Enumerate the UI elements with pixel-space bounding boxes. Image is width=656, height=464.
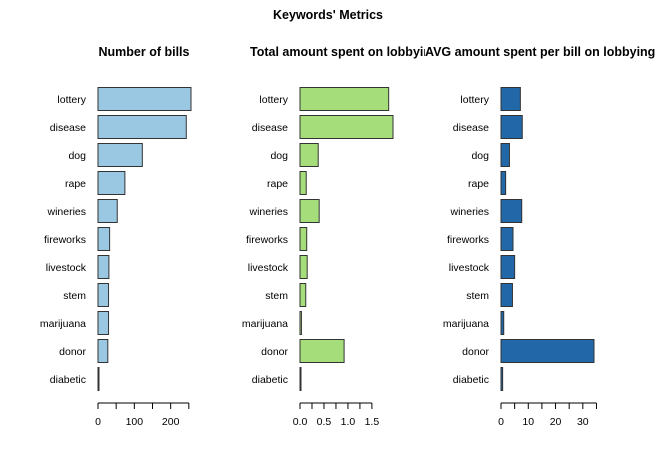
- bar-rape: [97, 171, 126, 195]
- category-label: wineries: [248, 206, 288, 218]
- chart-panel-2: Total amount spent on lobbying lottery dis…: [242, 45, 439, 428]
- category-label: diabetic: [50, 374, 86, 386]
- bar-lottery: [97, 87, 192, 111]
- category-label: marijuana: [242, 318, 288, 330]
- category-label: dog: [471, 150, 489, 162]
- bar-livestock: [97, 255, 110, 279]
- bar-rape: [299, 171, 307, 195]
- category-label: lottery: [460, 94, 489, 106]
- chart-panel-3: AVG amount spent per bill on lobbying lot…: [425, 45, 655, 428]
- bar-fireworks: [97, 227, 111, 251]
- panel-title: Number of bills: [99, 45, 190, 59]
- bar-disease: [299, 115, 394, 139]
- bar-stem: [299, 283, 307, 307]
- x-tick-label: 1.5: [365, 416, 380, 428]
- category-label: rape: [65, 178, 86, 190]
- x-tick-label: 30: [577, 416, 589, 428]
- bar-marijuana: [97, 311, 110, 335]
- x-tick-label: 20: [550, 416, 562, 428]
- category-label: dog: [270, 150, 288, 162]
- x-tick-label: 1.0: [341, 416, 356, 428]
- category-label: stem: [63, 290, 86, 302]
- bar-livestock: [299, 255, 308, 279]
- x-tick-label: 0: [95, 416, 101, 428]
- bar-dog: [299, 143, 319, 167]
- x-tick-label: 0.0: [293, 416, 308, 428]
- category-label: diabetic: [453, 374, 489, 386]
- category-label: fireworks: [44, 234, 86, 246]
- category-label: lottery: [57, 94, 86, 106]
- x-tick-label: 200: [162, 416, 180, 428]
- bar-fireworks: [500, 227, 514, 251]
- panel-title: Total amount spent on lobbying: [250, 45, 439, 59]
- x-tick-label: 0: [498, 416, 504, 428]
- category-label: disease: [252, 122, 288, 134]
- bar-donor: [299, 339, 345, 363]
- bar-fireworks: [299, 227, 308, 251]
- category-label: stem: [466, 290, 489, 302]
- bar-wineries: [97, 199, 118, 223]
- category-label: stem: [265, 290, 288, 302]
- bar-diabetic: [299, 367, 302, 391]
- category-label: dog: [68, 150, 86, 162]
- bar-livestock: [500, 255, 516, 279]
- bar-rape: [500, 171, 507, 195]
- category-label: fireworks: [447, 234, 489, 246]
- category-label: rape: [468, 178, 489, 190]
- bar-wineries: [299, 199, 320, 223]
- bar-marijuana: [299, 311, 302, 335]
- bar-diabetic: [500, 367, 504, 391]
- chart-panels: Number of bills lottery disease dog rape wine…: [40, 45, 655, 428]
- panel-title: AVG amount spent per bill on lobbying: [425, 45, 655, 59]
- bar-lottery: [500, 87, 521, 111]
- chart-panel-1: Number of bills lottery disease dog rape wine…: [40, 45, 192, 428]
- category-label: livestock: [449, 262, 490, 274]
- category-label: marijuana: [40, 318, 86, 330]
- category-label: livestock: [248, 262, 289, 274]
- bar-wineries: [500, 199, 523, 223]
- bar-donor: [500, 339, 595, 363]
- category-label: disease: [50, 122, 86, 134]
- bar-stem: [97, 283, 110, 307]
- category-label: donor: [59, 346, 86, 358]
- category-label: livestock: [46, 262, 87, 274]
- category-label: wineries: [46, 206, 86, 218]
- bar-stem: [500, 283, 513, 307]
- bar-lottery: [299, 87, 390, 111]
- category-label: diabetic: [252, 374, 288, 386]
- bar-disease: [97, 115, 187, 139]
- x-tick-label: 100: [126, 416, 144, 428]
- bar-donor: [97, 339, 109, 363]
- bar-dog: [97, 143, 143, 167]
- figure-title: Keywords' Metrics: [273, 8, 383, 22]
- x-tick-label: 10: [522, 416, 534, 428]
- category-label: marijuana: [443, 318, 489, 330]
- category-label: donor: [261, 346, 288, 358]
- bar-dog: [500, 143, 510, 167]
- category-label: fireworks: [246, 234, 288, 246]
- category-label: lottery: [259, 94, 288, 106]
- bar-marijuana: [500, 311, 505, 335]
- bar-disease: [500, 115, 523, 139]
- x-tick-label: 0.5: [317, 416, 332, 428]
- category-label: donor: [462, 346, 489, 358]
- category-label: disease: [453, 122, 489, 134]
- bar-diabetic: [97, 367, 100, 391]
- category-label: wineries: [449, 206, 489, 218]
- category-label: rape: [267, 178, 288, 190]
